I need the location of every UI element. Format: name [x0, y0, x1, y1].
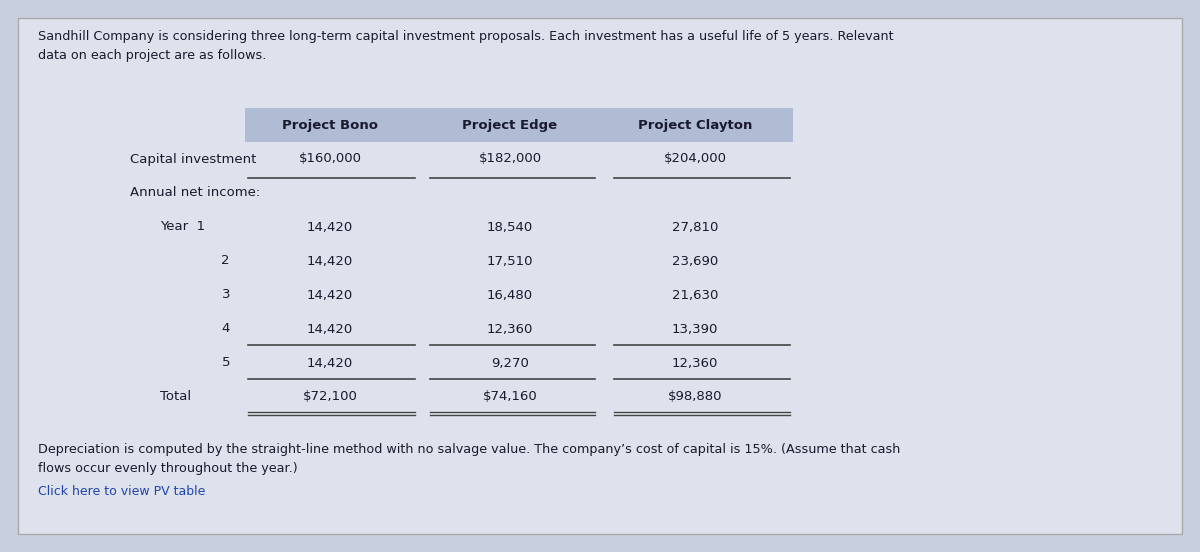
Text: 14,420: 14,420 [307, 254, 353, 268]
Text: Annual net income:: Annual net income: [130, 186, 260, 199]
Text: 23,690: 23,690 [672, 254, 718, 268]
Text: $98,880: $98,880 [667, 390, 722, 404]
Text: 4: 4 [222, 322, 230, 336]
Text: 18,540: 18,540 [487, 220, 533, 233]
Bar [245, 108, 793, 142]
Text: Project Bono: Project Bono [282, 119, 378, 131]
Text: 12,360: 12,360 [487, 322, 533, 336]
Text: Year  1: Year 1 [160, 220, 205, 233]
Text: 13,390: 13,390 [672, 322, 718, 336]
Text: Click here to view PV table: Click here to view PV table [38, 485, 205, 498]
Text: 14,420: 14,420 [307, 357, 353, 369]
Text: 3: 3 [222, 289, 230, 301]
Text: 14,420: 14,420 [307, 220, 353, 233]
Text: $160,000: $160,000 [299, 152, 361, 166]
Text: 27,810: 27,810 [672, 220, 718, 233]
Text: $204,000: $204,000 [664, 152, 726, 166]
Text: Project Edge: Project Edge [462, 119, 558, 131]
Text: 12,360: 12,360 [672, 357, 718, 369]
Text: 17,510: 17,510 [487, 254, 533, 268]
Text: Sandhill Company is considering three long-term capital investment proposals. Ea: Sandhill Company is considering three lo… [38, 30, 894, 61]
Text: 14,420: 14,420 [307, 289, 353, 301]
Text: $74,160: $74,160 [482, 390, 538, 404]
Text: $182,000: $182,000 [479, 152, 541, 166]
Text: Depreciation is computed by the straight-line method with no salvage value. The : Depreciation is computed by the straight… [38, 443, 900, 475]
Text: 5: 5 [222, 357, 230, 369]
Text: Project Clayton: Project Clayton [638, 119, 752, 131]
Text: 14,420: 14,420 [307, 322, 353, 336]
Text: 21,630: 21,630 [672, 289, 718, 301]
Text: Capital investment: Capital investment [130, 152, 257, 166]
Text: Total: Total [160, 390, 191, 404]
Text: 9,270: 9,270 [491, 357, 529, 369]
Text: 2: 2 [222, 254, 230, 268]
Text: $72,100: $72,100 [302, 390, 358, 404]
Text: 16,480: 16,480 [487, 289, 533, 301]
